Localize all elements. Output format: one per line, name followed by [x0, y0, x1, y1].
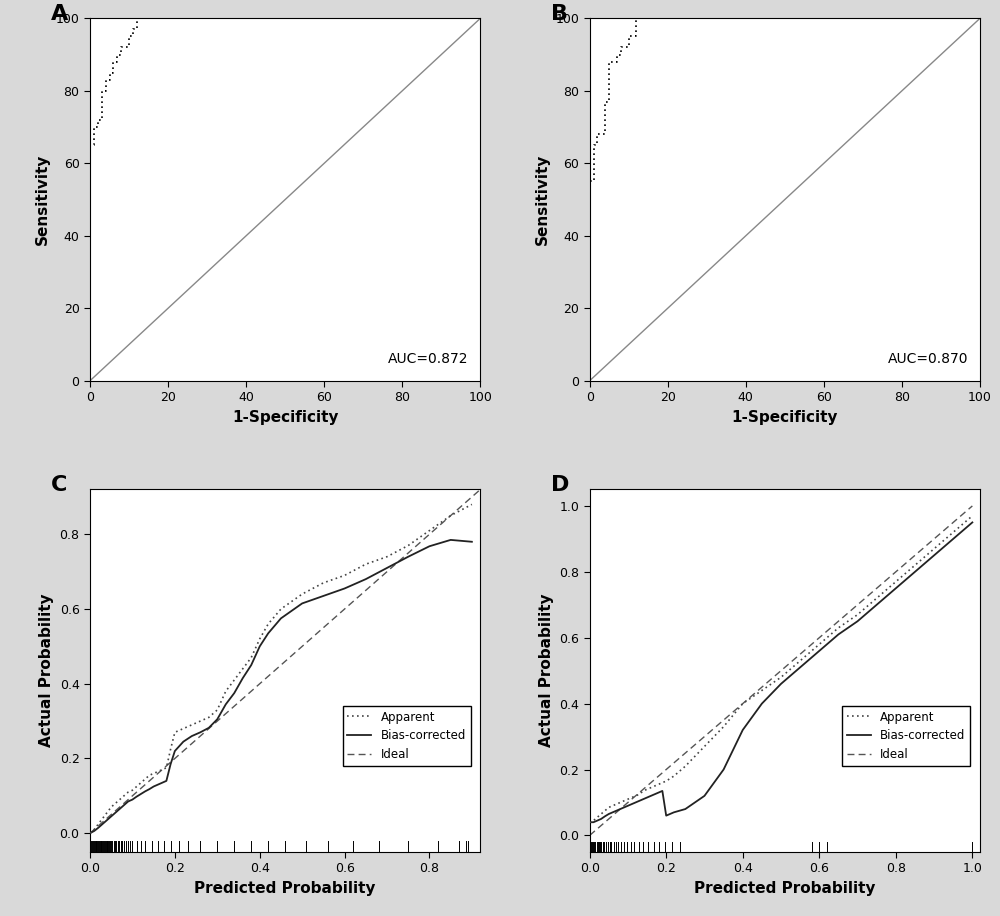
Text: AUC=0.872: AUC=0.872 [388, 353, 469, 366]
Text: D: D [551, 475, 569, 495]
X-axis label: Predicted Probability: Predicted Probability [194, 881, 376, 896]
Y-axis label: Sensitivity: Sensitivity [535, 154, 550, 245]
X-axis label: 1-Specificity: 1-Specificity [732, 409, 838, 425]
X-axis label: Predicted Probability: Predicted Probability [694, 881, 876, 896]
Text: C: C [51, 475, 67, 495]
Y-axis label: Actual Probability: Actual Probability [39, 594, 54, 747]
Y-axis label: Actual Probability: Actual Probability [539, 594, 554, 747]
Text: B: B [551, 4, 568, 24]
X-axis label: 1-Specificity: 1-Specificity [232, 409, 338, 425]
Legend: Apparent, Bias-corrected, Ideal: Apparent, Bias-corrected, Ideal [343, 706, 471, 766]
Y-axis label: Sensitivity: Sensitivity [35, 154, 50, 245]
Legend: Apparent, Bias-corrected, Ideal: Apparent, Bias-corrected, Ideal [842, 706, 970, 766]
Text: AUC=0.870: AUC=0.870 [888, 353, 968, 366]
Text: A: A [51, 4, 68, 24]
